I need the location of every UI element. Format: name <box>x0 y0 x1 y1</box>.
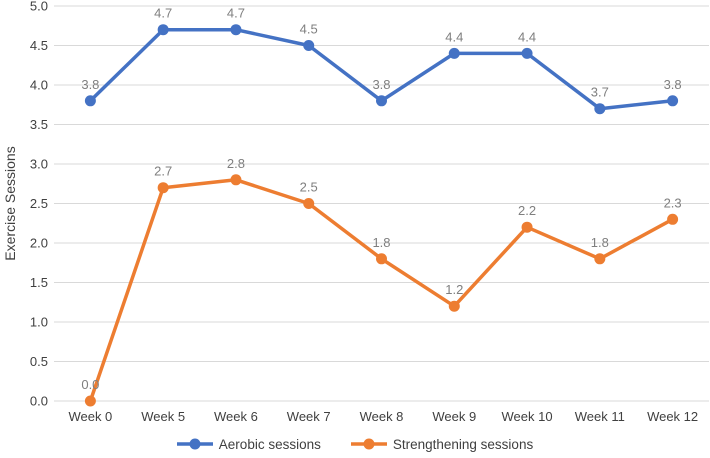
x-tick-label: Week 6 <box>214 409 258 424</box>
legend-label: Aerobic sessions <box>218 436 321 452</box>
x-tick-label: Week 5 <box>141 409 185 424</box>
data-point <box>157 182 169 194</box>
x-axis-tick-labels: Week 0 Week 5 Week 6 Week 7 Week 8 Week 9 Week… <box>68 409 698 424</box>
x-tick-label: Week 10 <box>502 409 553 424</box>
data-point <box>84 395 96 407</box>
legend-line-marker-icon <box>176 438 213 450</box>
x-tick-label: Week 9 <box>432 409 476 424</box>
series-strengthening-sessions: 0.0 2.7 2.8 2.5 1.8 1.2 2.2 1.8 2.3 <box>81 156 682 407</box>
data-point-label: 1.8 <box>591 235 609 250</box>
legend-item-strengthening-sessions: Strengthening sessions <box>350 436 534 452</box>
data-point <box>230 24 242 36</box>
data-point <box>84 95 96 107</box>
y-tick-label: 0.0 <box>30 394 48 409</box>
data-point <box>667 95 679 107</box>
data-point <box>303 198 315 209</box>
data-point-label: 3.8 <box>81 77 99 92</box>
x-tick-label: Week 8 <box>360 409 404 424</box>
data-point <box>667 213 679 225</box>
y-tick-label: 1.0 <box>30 315 48 330</box>
legend: Aerobic sessions Strengthening sessions <box>0 434 710 454</box>
y-tick-label: 0.5 <box>30 354 48 369</box>
data-point <box>448 300 460 312</box>
data-point-label: 2.7 <box>154 164 172 179</box>
data-point-label: 1.8 <box>372 235 390 250</box>
data-point <box>594 253 606 265</box>
data-point-label: 4.7 <box>154 6 172 21</box>
y-tick-label: 3.5 <box>30 117 48 132</box>
gridlines <box>54 5 709 402</box>
data-point-label: 4.7 <box>227 6 245 21</box>
y-tick-label: 4.5 <box>30 38 48 53</box>
y-tick-label: 4.0 <box>30 78 48 93</box>
data-point-label: 1.2 <box>445 282 463 297</box>
data-point <box>303 40 315 51</box>
data-point-label: 3.8 <box>664 77 682 92</box>
y-axis-tick-labels: 0.0 0.5 1.0 1.5 2.0 2.5 3.0 3.5 4.0 4.5 5.0 <box>30 0 48 409</box>
data-point <box>521 221 533 233</box>
data-point-label: 2.5 <box>300 180 318 195</box>
data-point-label: 2.8 <box>227 156 245 171</box>
x-tick-label: Week 7 <box>287 409 331 424</box>
data-point <box>521 47 533 59</box>
y-axis-title: Exercise Sessions <box>2 146 18 260</box>
y-tick-label: 2.5 <box>30 196 48 211</box>
data-point-label: 3.8 <box>372 77 390 92</box>
y-tick-label: 2.0 <box>30 236 48 251</box>
data-point-label: 2.2 <box>518 203 536 218</box>
data-point <box>376 253 387 265</box>
x-tick-label: Week 0 <box>68 409 112 424</box>
y-tick-label: 5.0 <box>30 0 48 14</box>
data-point <box>157 24 169 36</box>
data-point-label: 2.3 <box>664 195 682 210</box>
legend-item-aerobic-sessions: Aerobic sessions <box>176 436 321 452</box>
data-point-label: 4.4 <box>518 29 536 44</box>
data-point-label: 4.4 <box>445 29 463 44</box>
legend-label: Strengthening sessions <box>392 436 534 452</box>
data-point <box>230 174 242 186</box>
series-aerobic-sessions: 3.8 4.7 4.7 4.5 3.8 4.4 4.4 3.7 3.8 <box>81 6 682 115</box>
data-point-label: 0.0 <box>81 377 99 392</box>
x-tick-label: Week 11 <box>575 409 625 424</box>
y-tick-label: 1.5 <box>30 275 48 290</box>
x-tick-label: Week 12 <box>647 409 698 424</box>
data-point-label: 4.5 <box>300 22 318 37</box>
legend-line-marker-icon <box>350 438 387 450</box>
series-line <box>88 178 675 403</box>
data-point <box>594 103 606 115</box>
data-point-label: 3.7 <box>591 85 609 100</box>
data-point <box>376 95 387 107</box>
data-point <box>448 47 460 59</box>
y-tick-label: 3.0 <box>30 157 48 172</box>
